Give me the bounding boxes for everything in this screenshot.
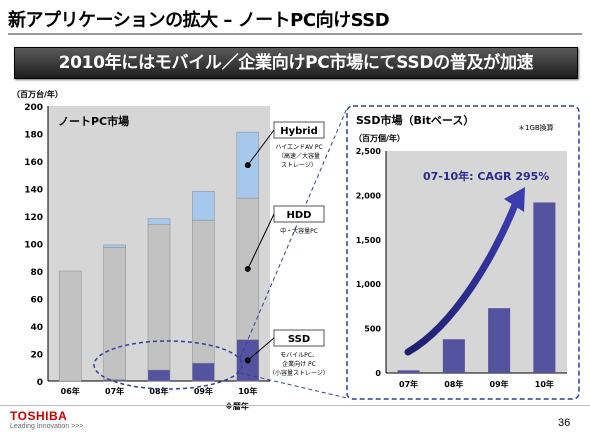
right-y-tick-label: 500: [364, 325, 381, 334]
left-y-tick-label: 180: [24, 131, 43, 141]
bar-hybrid-3: [192, 191, 215, 221]
legend-desc-ssd: 企業向け PC: [282, 360, 316, 368]
right-y-tick-label: 2,000: [356, 191, 382, 200]
bar-hybrid-2: [147, 218, 171, 225]
left-y-tick-label: 100: [24, 241, 43, 251]
cagr-annotation: 07-10年: CAGR 295%: [423, 169, 549, 183]
ssd-bit-bar-2: [488, 308, 511, 373]
left-x-tick-label: 08年: [149, 386, 168, 396]
left-y-tick-label: 200: [24, 103, 43, 113]
bar-ssd-3: [192, 362, 215, 382]
ssd-bit-bar-3: [533, 202, 556, 373]
growth-arrow: [404, 196, 521, 356]
right-x-tick-label: 10年: [535, 379, 554, 389]
bar-hdd-1: [103, 247, 126, 380]
bar-hdd-0: [58, 270, 82, 382]
headline-banner: 2010年にはモバイル／企業向けPC市場にてSSDの普及が加速: [14, 47, 578, 79]
left-y-tick-label: 140: [24, 186, 43, 196]
left-y-tick-label: 60: [30, 296, 43, 306]
title-divider: [8, 33, 582, 35]
bar-hdd-2: [147, 224, 171, 371]
brand-tagline: Leading Innovation >>>: [10, 423, 84, 430]
left-y-tick-label: 80: [30, 268, 43, 278]
ssd-bit-bar-1: [442, 339, 465, 373]
left-chart-footnote: ※暦年: [225, 401, 249, 411]
left-x-tick-label: 06年: [61, 386, 80, 396]
legend-desc-hdd: 中・大容量PC: [280, 227, 318, 235]
legend-connector: [247, 213, 275, 270]
legend-connector: [247, 337, 275, 361]
legend-connector-dot: [244, 265, 251, 272]
left-y-tick-label: 20: [30, 351, 43, 361]
left-x-tick-label: 07年: [105, 386, 124, 396]
page-number: 36: [558, 417, 571, 429]
legend-desc-hybrid: ストレージ）: [281, 162, 317, 169]
bar-hybrid-1: [103, 244, 126, 248]
toshiba-logo: TOSHIBA: [10, 409, 68, 423]
growth-arrow-head: [504, 187, 525, 212]
left-chart-unit-label: （百万台/年）: [12, 90, 63, 99]
legend-label-hybrid: Hybrid: [280, 126, 318, 137]
legend-connector: [247, 129, 275, 166]
right-y-tick-label: 1,000: [356, 280, 382, 289]
legend-desc-ssd: （小容量ストレージ）: [269, 369, 329, 377]
bar-ssd-2: [147, 369, 171, 382]
right-x-tick-label: 09年: [490, 379, 509, 389]
legend-desc-ssd: モバイルPC、: [280, 352, 318, 359]
legend-connector-dot: [244, 162, 251, 169]
left-y-tick-label: 40: [30, 323, 43, 333]
left-y-tick-label: 120: [24, 213, 43, 223]
right-x-tick-label: 07年: [399, 379, 418, 389]
legend-label-hdd: HDD: [287, 210, 312, 221]
slide-title: 新アプリケーションの拡大 – ノートPC向けSSD: [8, 10, 390, 31]
ssd-bit-bar-0: [397, 370, 420, 373]
left-chart-title: ノートPC市場: [58, 114, 129, 128]
right-y-tick-label: 0: [375, 369, 381, 378]
left-x-tick-label: 10年: [238, 386, 257, 396]
left-y-tick-label: 0: [37, 378, 43, 388]
left-y-tick-label: 160: [24, 158, 43, 168]
left-x-tick-label: 09年: [194, 386, 213, 396]
footer-divider: [0, 405, 590, 406]
ssd-highlight-ellipse: [93, 340, 243, 390]
right-y-tick-label: 1,500: [356, 236, 382, 245]
bar-hdd-3: [192, 219, 215, 364]
right-chart-title: SSD市場（Bitベース）: [356, 113, 474, 127]
callout-line-bottom: [239, 372, 348, 399]
right-chart-unit-label: （百万個/年）: [354, 133, 405, 143]
legend-connector-dot: [244, 357, 251, 364]
right-y-tick-label: 2,500: [356, 147, 382, 156]
right-x-tick-label: 08年: [444, 379, 463, 389]
right-chart-note: ＊1GB換算: [518, 123, 554, 132]
legend-desc-hybrid: （高速／大容量: [278, 152, 320, 160]
legend-desc-hybrid: ハイエンドAV PC: [275, 144, 322, 151]
callout-line-top: [239, 107, 348, 359]
legend-label-ssd: SSD: [288, 334, 310, 345]
